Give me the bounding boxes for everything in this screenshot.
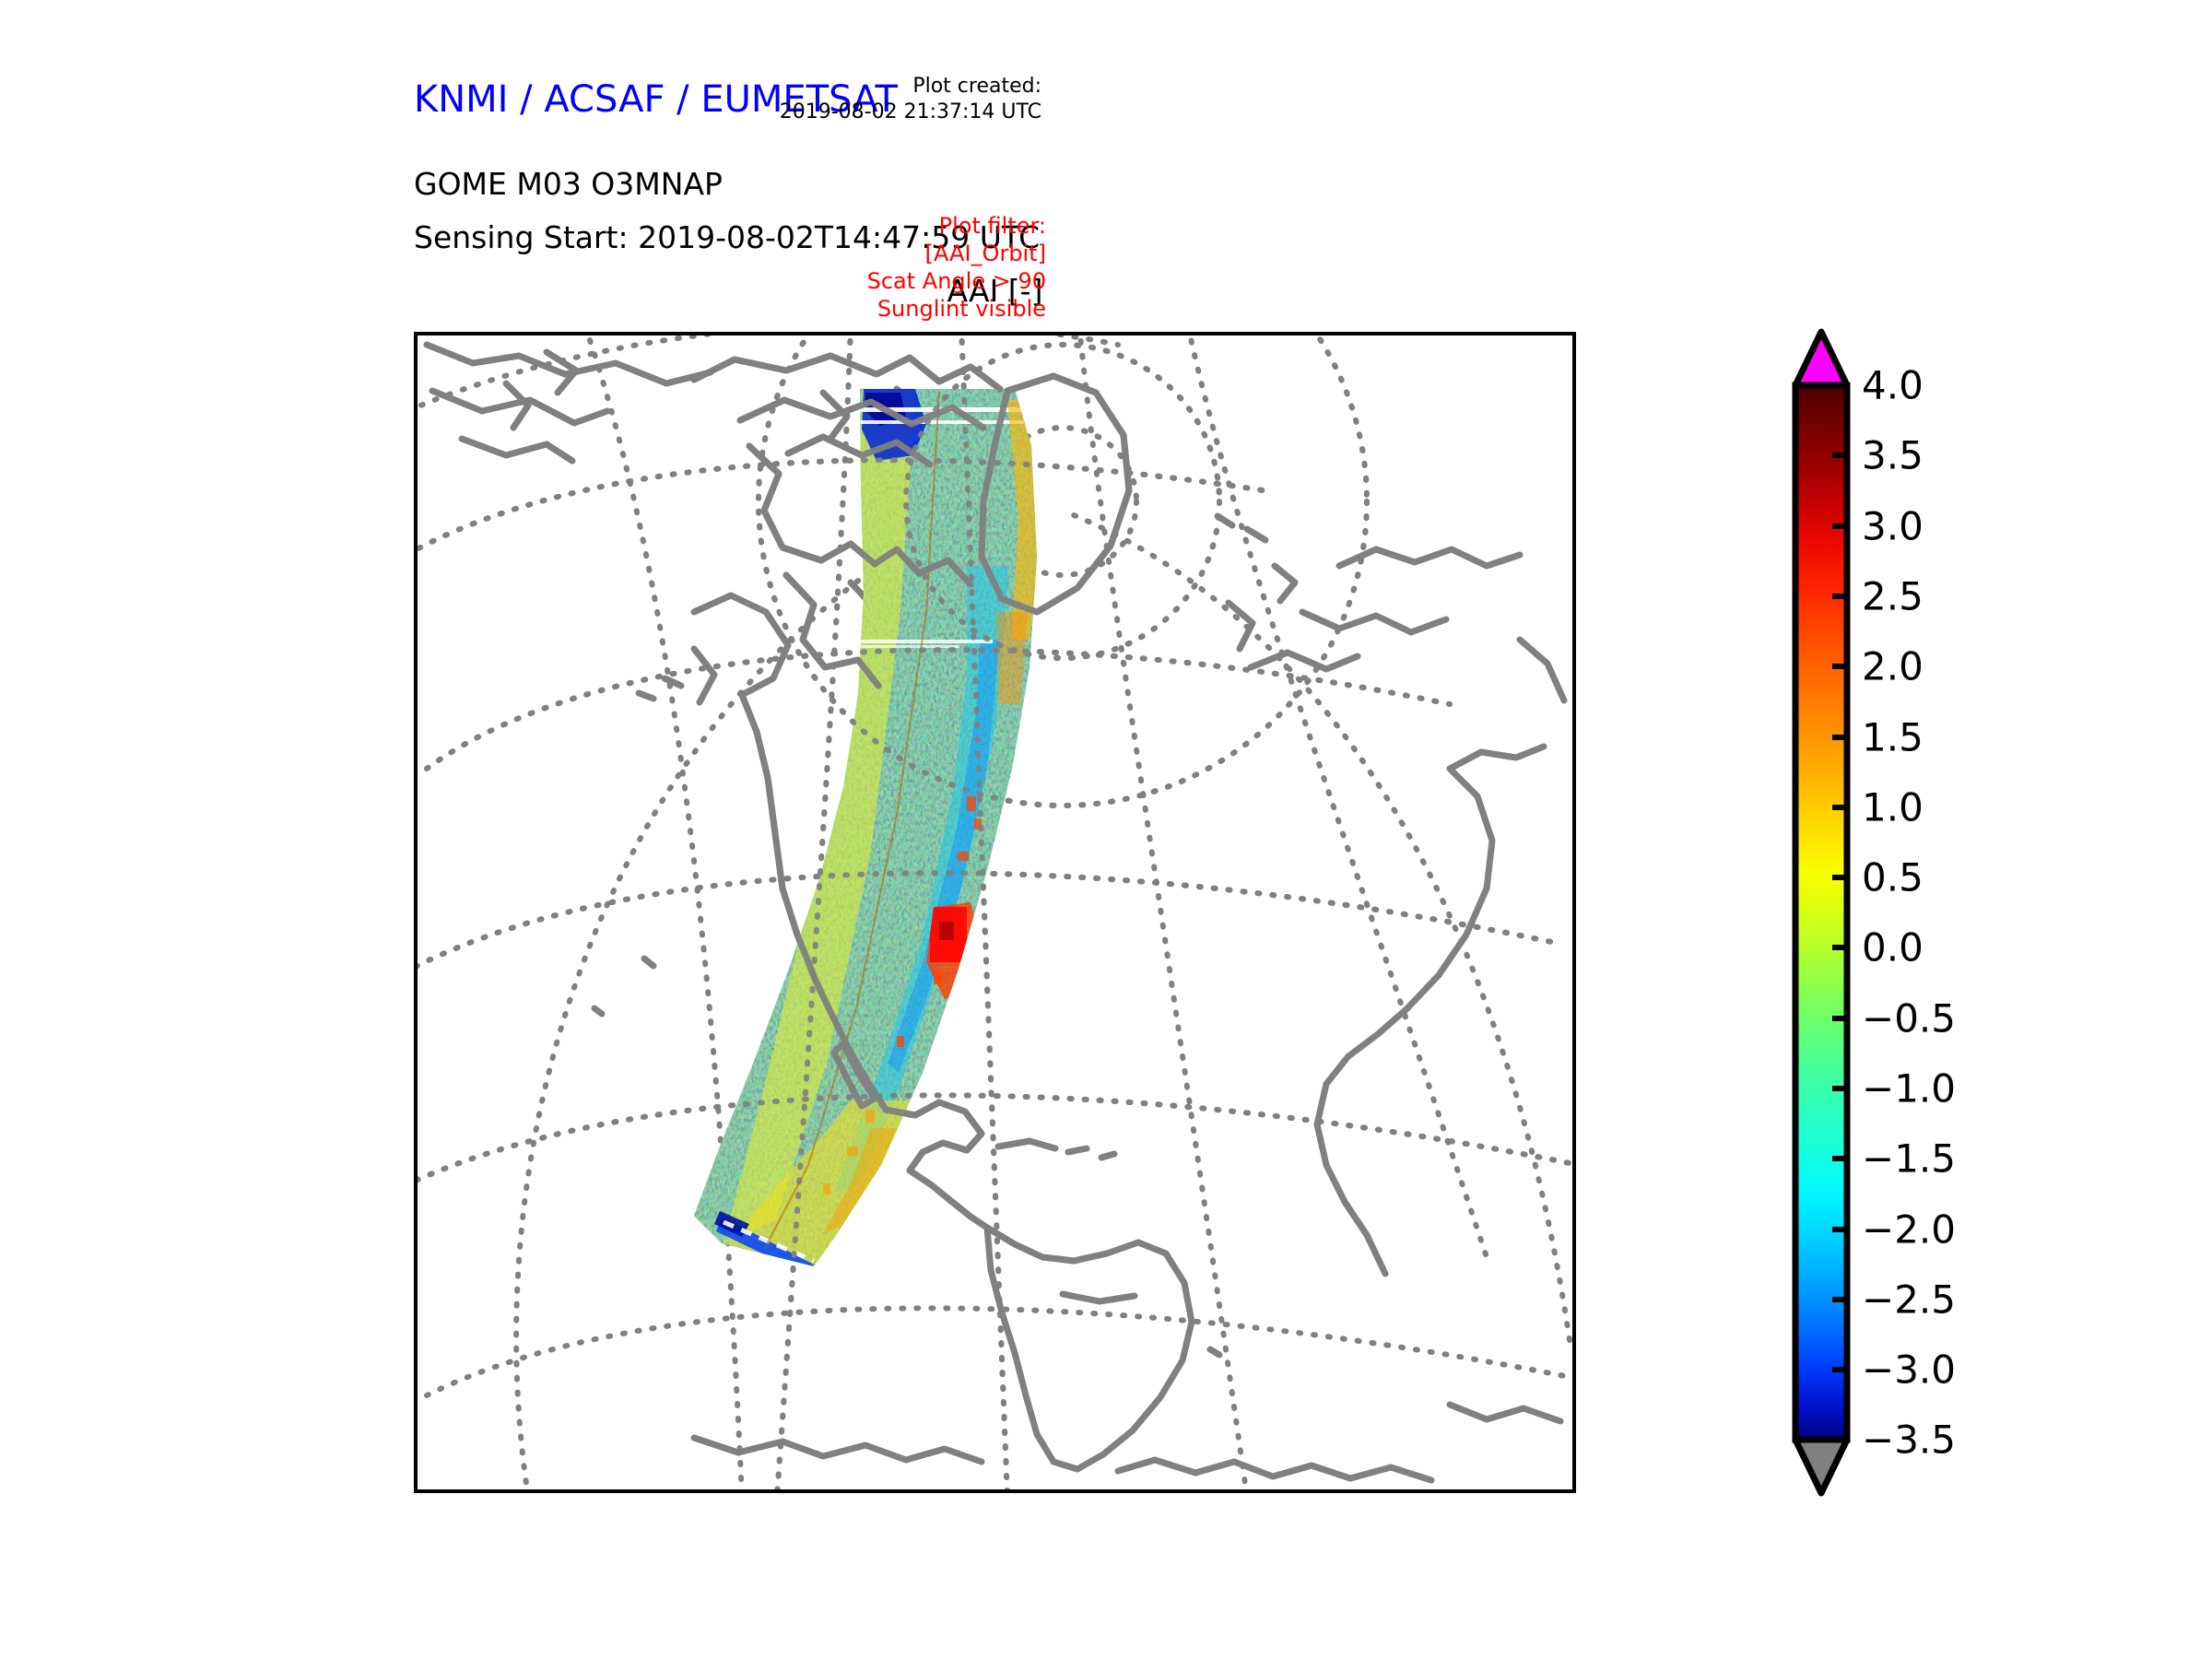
colorbar-tick-label: −1.0 [1862, 1065, 1956, 1112]
plot-created-label: Plot created: [912, 75, 1041, 98]
colorbar-under-range-arrow [1792, 1436, 1851, 1497]
colorbar-gradient [1792, 382, 1851, 1443]
colorbar-tick-label: 1.0 [1862, 784, 1924, 830]
colorbar-tick-label: −2.5 [1862, 1277, 1956, 1323]
coastlines-overlay [690, 352, 1133, 1265]
colorbar-tick-label: 0.5 [1862, 854, 1924, 900]
colorbar-over-range-arrow [1792, 328, 1851, 389]
colorbar-ticks [1832, 382, 1849, 1442]
colorbar-canvas [1792, 328, 1851, 1497]
colorbar-tick-label: 0.0 [1862, 924, 1924, 971]
colorbar-tick-label: 2.0 [1862, 643, 1924, 689]
colorbar-tick-label: −3.0 [1862, 1347, 1956, 1393]
colorbar-tick-label: 1.5 [1862, 714, 1924, 760]
aai-data-swath [694, 389, 1037, 1266]
plot-filter-label: Plot filter: [938, 213, 1046, 239]
plot-filter-sunglint: Sunglint visible [877, 296, 1046, 322]
colorbar-tick-label: −2.0 [1862, 1206, 1956, 1253]
graticule-overlay [418, 335, 1572, 1489]
plot-filter-scat-angle: Scat Angle > 90 [866, 268, 1046, 294]
sensing-start-label: Sensing Start: 2019-08-02T14:47:59 UTC [414, 219, 1041, 255]
colorbar-tick-label: 2.5 [1862, 573, 1924, 619]
colorbar-tick-label: 3.0 [1862, 503, 1924, 549]
colorbar-tick-label: 4.0 [1862, 362, 1924, 408]
map-canvas [418, 335, 1572, 1489]
plot-created-timestamp: 2019-08-02 21:37:14 UTC [779, 100, 1041, 124]
plot-filter-variable: [AAI_Orbit] [924, 241, 1046, 266]
dataset-title: GOME M03 O3MNAP [414, 166, 723, 202]
page-title: AAI [-] [947, 273, 1043, 309]
organisation-title: KNMI / ACSAF / EUMETSAT [414, 78, 898, 121]
colorbar[interactable] [1792, 328, 1851, 1497]
colorbar-tick-label: 3.5 [1862, 432, 1924, 478]
colorbar-tick-label: −3.5 [1862, 1417, 1956, 1463]
colorbar-tick-label: −1.5 [1862, 1135, 1956, 1182]
map-plot-area[interactable] [414, 332, 1576, 1493]
colorbar-tick-label: −0.5 [1862, 995, 1956, 1041]
plot-created-block: Plot created: 2019-08-02 21:37:14 UTC [780, 74, 1041, 125]
plot-filter-block: Plot filter: [AAI_Orbit] Scat Angle > 90… [867, 212, 1046, 323]
